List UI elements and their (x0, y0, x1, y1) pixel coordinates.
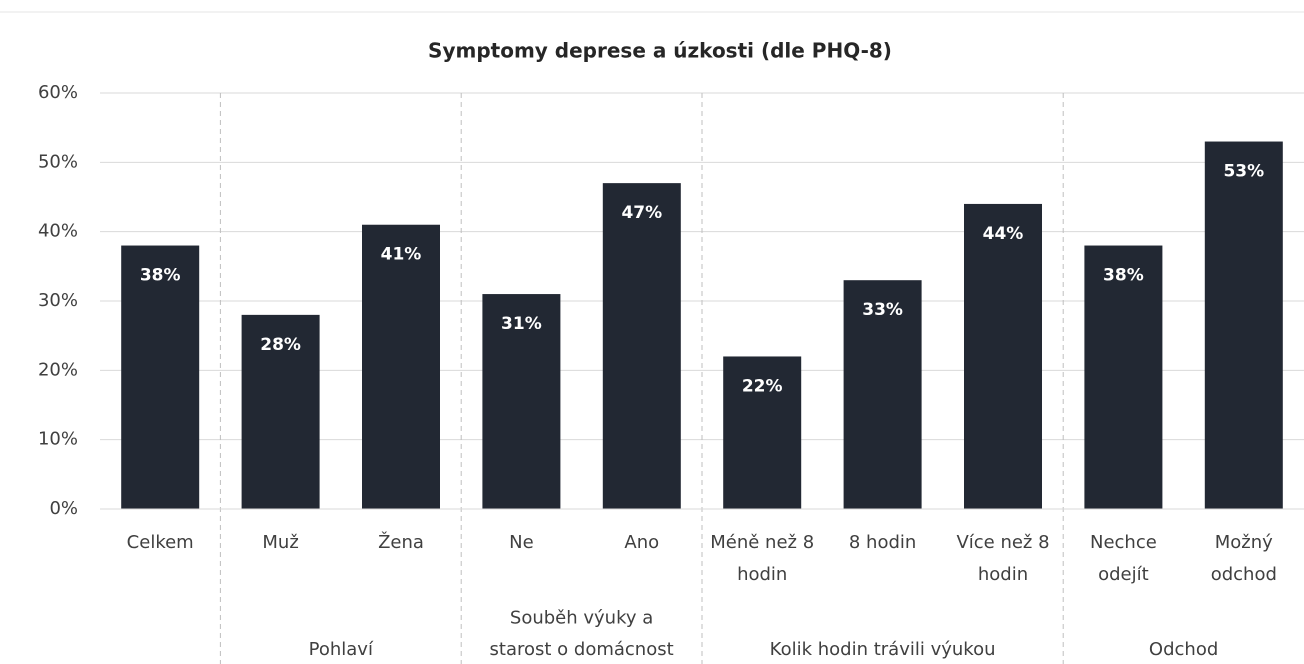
x-tick-label: Ne (509, 532, 534, 553)
x-tick-label: Více než 8 hodin (956, 532, 1049, 585)
bar (482, 294, 561, 509)
x-tick-label: Nechce odejít (1090, 532, 1157, 585)
chart-title: Symptomy deprese a úzkosti (dle PHQ-8) (428, 39, 892, 63)
data-label: 41% (381, 245, 422, 265)
group-label: Kolik hodin trávili výukou (770, 639, 996, 660)
bar (362, 224, 440, 509)
bar (602, 183, 681, 509)
y-tick-label: 10% (38, 429, 78, 450)
x-tick-label: Ano (624, 532, 659, 553)
data-label: 28% (260, 335, 301, 355)
y-tick-label: 0% (49, 498, 78, 519)
y-tick-label: 30% (38, 290, 78, 311)
data-label: 22% (742, 376, 783, 396)
bar (121, 245, 200, 510)
y-tick-label: 50% (38, 151, 78, 172)
y-tick-label: 20% (38, 359, 78, 380)
x-tick-label: Méně než 8 hodin (710, 532, 814, 585)
y-tick-label: 60% (38, 82, 78, 103)
x-tick-label: Žena (378, 531, 424, 553)
bar (1084, 245, 1163, 510)
x-tick-label: Celkem (127, 532, 194, 553)
data-label: 31% (501, 314, 542, 334)
bar (1204, 141, 1283, 510)
data-label: 38% (140, 266, 181, 286)
data-label: 33% (862, 300, 903, 320)
bar (964, 203, 1042, 509)
x-tick-label: Muž (262, 532, 298, 553)
group-label: Souběh výuky a starost o domácnost (490, 608, 674, 661)
data-label: 44% (983, 224, 1024, 244)
x-tick-label: Možný odchod (1211, 532, 1277, 585)
group-label: Odchod (1149, 639, 1218, 660)
x-tick-label: 8 hodin (849, 532, 916, 553)
group-label: Pohlaví (309, 639, 374, 660)
bar (241, 314, 320, 509)
bar (843, 280, 922, 509)
data-label: 53% (1223, 162, 1264, 182)
data-label: 38% (1103, 266, 1144, 286)
y-tick-label: 40% (38, 221, 78, 242)
data-label: 47% (621, 203, 662, 223)
bar (723, 356, 802, 509)
